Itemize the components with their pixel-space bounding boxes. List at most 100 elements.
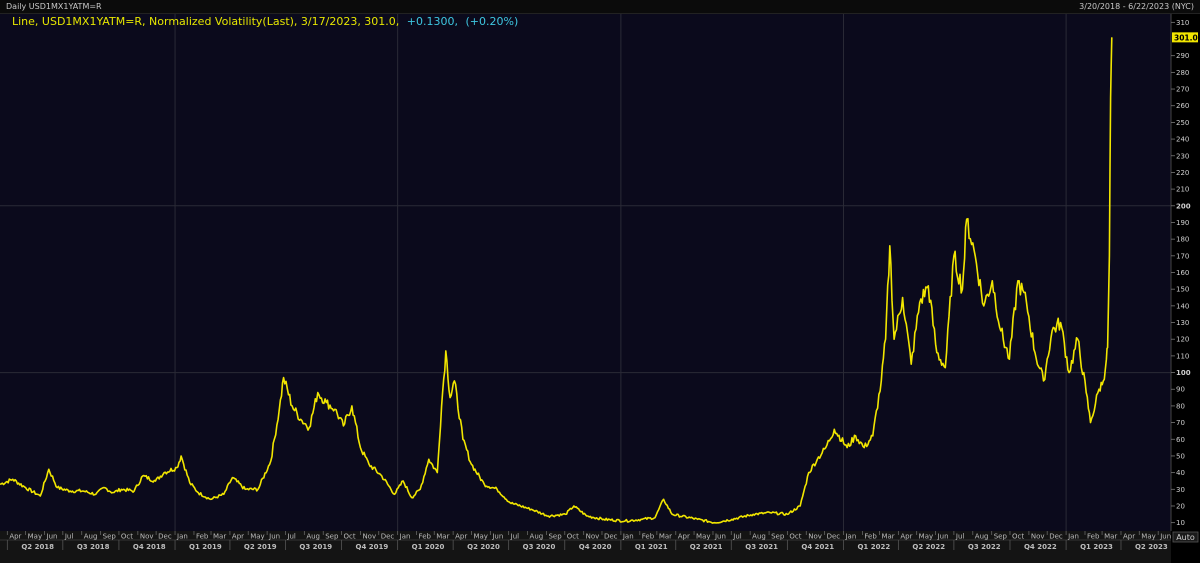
x-quarter-label: Q4 2019 [356,543,389,551]
y-tick-label: 50 [1176,452,1185,460]
x-tick-label: Oct [567,533,579,541]
x-tick-label: Apr [1123,533,1135,541]
x-tick-label: Sep [994,533,1008,541]
y-tick-label: 60 [1176,436,1185,444]
x-tick-label: May [473,533,487,541]
x-tick-label: Jan [1067,533,1079,541]
y-tick-label: 70 [1176,419,1185,427]
x-quarter-label: Q2 2018 [21,543,54,551]
x-tick-label: Oct [121,533,133,541]
x-tick-label: Jun [1159,533,1171,541]
y-tick-label: 250 [1176,119,1189,127]
x-tick-label: May [1141,533,1155,541]
x-tick-label: Aug [530,533,544,541]
x-tick-label: Jul [64,533,74,541]
y-axis-background [1171,14,1200,531]
x-tick-label: Apr [455,533,467,541]
x-tick-label: May [919,533,933,541]
y-tick-label: 30 [1176,486,1185,494]
y-tick-label: 20 [1176,502,1185,510]
x-tick-label: May [250,533,264,541]
y-axis: 10 20 30 40 50 60 70 80 90 100 110 120 130 140 150 160 1… [1170,14,1200,531]
x-tick-label: Mar [881,533,894,541]
x-quarter-label: Q2 2020 [467,543,500,551]
x-tick-label: Dec [827,533,841,541]
y-tick-label: 210 [1176,186,1189,194]
legend-percent-text: (+0.20%) [466,15,519,28]
x-tick-label: Nov [808,533,822,541]
x-tick-label: Jun [491,533,503,541]
x-tick-label: Nov [140,533,154,541]
x-tick-label: Jan [844,533,856,541]
x-tick-label: Nov [362,533,376,541]
x-tick-label: Mar [1104,533,1117,541]
x-tick-label: Dec [1049,533,1063,541]
x-tick-label: Aug [306,533,320,541]
y-tick-label: 310 [1176,19,1189,27]
y-tick-label: 10 [1176,519,1185,527]
chart-header-bar: Daily USD1MX1YATM=R 3/20/2018 - 6/22/202… [0,0,1200,14]
x-tick-label: Nov [1031,533,1045,541]
x-quarter-label: Q2 2019 [244,543,277,551]
x-tick-label: Apr [9,533,21,541]
y-tick-label: 40 [1176,469,1185,477]
x-axis-background [0,531,1171,563]
x-tick-label: Jun [46,533,58,541]
x-tick-label: Jun [937,533,949,541]
y-tick-label: 120 [1176,336,1189,344]
x-tick-label: Jul [286,533,296,541]
auto-scale-button[interactable]: Auto [1172,531,1199,543]
x-tick-label: Jan [399,533,411,541]
x-tick-label: Jun [714,533,726,541]
last-value-marker [1172,32,1198,43]
x-quarter-label: Q3 2020 [523,543,556,551]
y-tick-label: 280 [1176,69,1189,77]
x-tick-label: Feb [1087,533,1100,541]
series-line-usd1mx1yatm [0,37,1113,524]
y-tick-label: 80 [1176,402,1185,410]
y-tick-label: 220 [1176,169,1189,177]
y-tick-label: 290 [1176,52,1189,60]
x-tick-label: Oct [789,533,801,541]
x-tick-label: Aug [975,533,989,541]
x-tick-label: Jul [955,533,965,541]
x-tick-label: Dec [158,533,172,541]
legend-change-text: +0.1300, [407,15,458,28]
x-tick-label: Dec [381,533,395,541]
x-tick-label: Jun [268,533,280,541]
y-tick-label: 140 [1176,302,1189,310]
x-quarter-label: Q1 2019 [189,543,222,551]
x-quarter-label: Q4 2022 [1024,543,1057,551]
x-tick-label: Apr [900,533,912,541]
x-tick-label: Apr [678,533,690,541]
x-quarter-label: Q2 2022 [912,543,945,551]
x-tick-label: Sep [548,533,562,541]
x-tick-label: Feb [419,533,432,541]
x-tick-label: Oct [1012,533,1024,541]
x-quarter-label: Q1 2022 [857,543,890,551]
x-tick-label: Sep [325,533,339,541]
x-tick-label: Dec [604,533,618,541]
x-axis: Apr May Jun Jul Aug Sep Oct Nov Dec Jan Feb Mar Apr M… [0,531,1171,563]
y-tick-label: 150 [1176,286,1189,294]
last-value-label: 301.0 [1174,33,1198,42]
x-quarter-label: Q4 2020 [579,543,612,551]
y-tick-label: 100 [1176,369,1191,377]
x-tick-label: Jan [176,533,188,541]
x-quarter-label: Q4 2021 [801,543,834,551]
legend-main-text: Line, USD1MX1YATM=R, Normalized Volatili… [12,15,399,28]
x-quarter-label: Q3 2021 [745,543,778,551]
y-tick-label: 180 [1176,236,1189,244]
x-quarter-label: Q2 2023 [1135,543,1168,551]
x-tick-label: Mar [213,533,226,541]
y-tick-label: 270 [1176,86,1189,94]
x-quarter-label: Q2 2021 [690,543,723,551]
chart-date-range: 3/20/2018 - 6/22/2023 (NYC) [1079,2,1194,11]
x-tick-label: Jul [732,533,742,541]
x-quarter-label: Q3 2019 [299,543,332,551]
x-tick-label: Sep [771,533,785,541]
y-tick-label: 240 [1176,136,1189,144]
plot-area-background [0,14,1171,531]
x-tick-label: Aug [84,533,98,541]
y-tick-label: 90 [1176,386,1185,394]
